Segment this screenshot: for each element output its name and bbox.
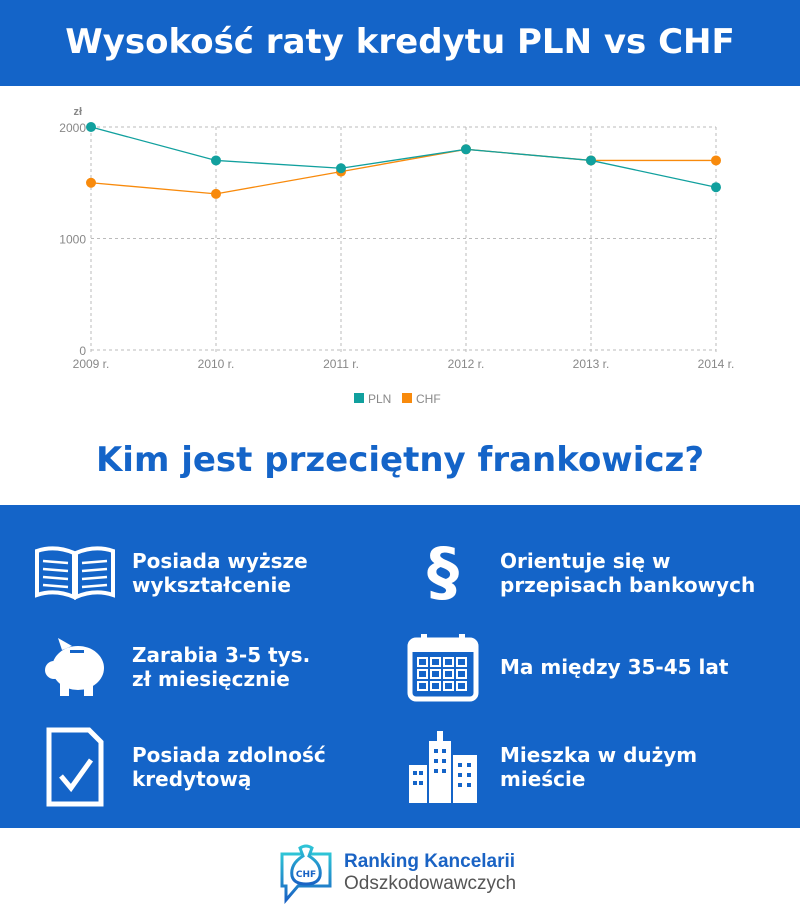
feature-text: Ma między 35-45 lat bbox=[500, 655, 729, 679]
x-tick-label: 2009 r. bbox=[73, 357, 110, 371]
x-tick-label: 2012 r. bbox=[448, 357, 485, 371]
data-point-pln bbox=[586, 155, 596, 166]
y-tick-label: 1000 bbox=[59, 233, 86, 247]
feature-text: wykształcenie bbox=[132, 573, 291, 597]
legend-swatch-pln bbox=[354, 393, 364, 403]
brand-name: Ranking Kancelarii bbox=[344, 851, 516, 872]
document-check-icon bbox=[30, 727, 120, 807]
svg-text:CHF: CHF bbox=[296, 870, 316, 880]
feature-text: Posiada wyższe bbox=[132, 549, 308, 573]
feature-text: Zarabia 3-5 tys. bbox=[132, 643, 311, 667]
feature-text: mieście bbox=[500, 767, 586, 791]
paragraph-icon: § bbox=[427, 536, 459, 610]
legend-label: PLN bbox=[368, 392, 391, 406]
data-point-pln bbox=[211, 155, 221, 166]
data-point-chf bbox=[711, 155, 721, 166]
feature-text: przepisach bankowych bbox=[500, 573, 756, 597]
line-chart: 0 1000 2000 2009 r. 2010 r. 2011 r. 2012 r. 201… bbox=[59, 106, 735, 406]
feature-text: kredytową bbox=[132, 767, 252, 791]
feature-city: Mieszka w dużym mieście bbox=[398, 727, 697, 807]
money-bag-logo-icon: CHF bbox=[280, 844, 332, 904]
feature-text: Orientuje się w bbox=[500, 549, 671, 573]
data-point-pln bbox=[711, 182, 721, 193]
x-tick-label: 2013 r. bbox=[573, 357, 610, 371]
feature-text: zł miesięcznie bbox=[132, 667, 290, 691]
y-tick-label: 0 bbox=[79, 344, 86, 358]
open-book-icon bbox=[30, 533, 120, 613]
series-line-chf bbox=[90, 148, 716, 195]
data-point-chf bbox=[86, 177, 96, 188]
x-tick-label: 2011 r. bbox=[323, 357, 359, 371]
feature-text: Mieszka w dużym bbox=[500, 743, 698, 767]
feature-credit: Posiada zdolność kredytową bbox=[30, 727, 326, 807]
x-tick-label: 2010 r. bbox=[198, 357, 235, 371]
footer-logo: CHF Ranking Kancelarii Odszkodowawczych bbox=[278, 842, 516, 904]
feature-text: Posiada zdolność bbox=[132, 743, 326, 767]
feature-income: Zarabia 3-5 tys. zł miesięcznie bbox=[30, 627, 310, 707]
x-tick-label: 2014 r. bbox=[698, 357, 735, 371]
data-point-pln bbox=[336, 163, 346, 174]
feature-age: Ma między 35-45 lat bbox=[398, 627, 728, 707]
legend-label: CHF bbox=[416, 392, 441, 406]
y-axis-label: zł bbox=[73, 106, 82, 118]
data-point-pln bbox=[461, 144, 471, 155]
calendar-icon bbox=[398, 627, 488, 707]
data-point-pln bbox=[86, 122, 96, 132]
legend-swatch-chf bbox=[402, 393, 412, 403]
feature-banking: § Orientuje się w przepisach bankowych bbox=[398, 533, 755, 613]
section-subtitle: Kim jest przeciętny frankowicz? bbox=[95, 440, 705, 480]
feature-education: Posiada wyższe wykształcenie bbox=[30, 533, 308, 613]
header-title: Wysokość raty kredytu PLN vs CHF bbox=[0, 0, 800, 86]
brand-subtitle: Odszkodowawczych bbox=[344, 873, 517, 894]
data-point-chf bbox=[211, 188, 221, 199]
city-buildings-icon bbox=[398, 727, 488, 807]
piggy-bank-icon bbox=[30, 627, 120, 707]
y-tick-label: 2000 bbox=[59, 121, 86, 135]
series-line-pln bbox=[90, 126, 717, 188]
features-panel: Posiada wyższe wykształcenie § Orientuje … bbox=[0, 505, 800, 828]
